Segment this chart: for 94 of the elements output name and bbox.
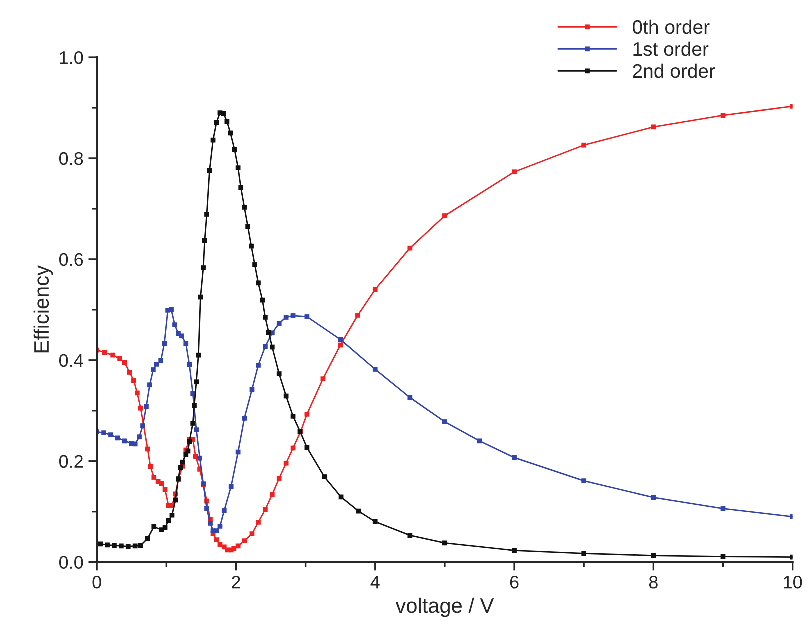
point [145,446,150,452]
y-axis-title: Efficiency [34,266,54,353]
point [582,142,587,148]
y-tick-label: 0.0 [59,556,84,570]
point [187,362,192,368]
point [172,322,178,328]
x-tick-label: 8 [649,576,658,589]
y-tick-label: 0.8 [59,152,84,166]
point [127,370,132,375]
point [138,406,144,411]
point [148,464,154,470]
point [198,456,202,461]
y-tick-label: 0.2 [59,455,83,468]
point [122,360,128,366]
x-axis-title: voltage / V [396,598,494,618]
point [152,475,157,480]
point [162,487,168,492]
point [304,412,310,417]
point [222,544,227,550]
point [242,538,248,544]
point [276,476,282,481]
point [276,321,282,326]
x-tick-label: 0 [92,576,102,589]
y-tick-label: 1.0 [60,51,84,64]
point [232,546,237,552]
legend-label: 0th order [633,20,710,34]
point [408,246,413,251]
point [140,424,146,428]
point [372,287,378,292]
point [122,438,128,444]
point [132,442,138,447]
point [290,314,296,318]
point [204,506,210,512]
x-tick-label: 4 [370,576,380,589]
point [162,341,167,346]
point [442,214,448,218]
point [263,507,268,512]
point [477,438,482,444]
point [228,484,234,490]
point [356,313,360,318]
point [256,520,261,525]
point [148,382,152,388]
point [108,432,114,438]
point [132,378,136,384]
point [338,342,344,348]
point [408,395,413,400]
point [250,387,255,392]
point [582,478,587,484]
point [214,538,220,543]
y-tick-label: 0.6 [59,253,84,266]
legend-label: 2nd order [633,64,716,78]
point [242,416,248,421]
point [159,481,164,486]
point [651,124,656,130]
point [184,341,189,346]
x-tick-label: 10 [784,576,802,589]
point [135,390,140,396]
point [320,376,326,382]
point [512,455,517,460]
point [284,315,289,320]
point [218,524,223,529]
point [720,113,726,118]
point [372,367,378,372]
point [222,508,227,514]
point [154,362,160,367]
point [270,492,275,498]
x-tick-label: 6 [510,576,519,589]
point [250,532,255,536]
legend-label: 1st order [634,42,709,56]
point [144,404,149,410]
point [151,368,156,372]
point [102,350,108,356]
point [169,307,174,312]
point [256,363,261,368]
point [194,428,199,432]
point [338,337,344,342]
point [263,344,268,350]
point [284,460,289,466]
x-tick-label: 2 [232,576,240,589]
point [118,356,122,362]
point [442,420,448,424]
point [102,430,106,436]
point [214,528,220,534]
point [236,544,241,549]
point [651,495,656,500]
point [110,352,116,358]
point [304,314,310,320]
point [180,334,184,339]
point [208,521,213,526]
point [116,436,120,441]
y-tick-label: 0.4 [59,354,84,368]
point [158,358,164,364]
point [512,170,517,175]
point [137,434,142,440]
